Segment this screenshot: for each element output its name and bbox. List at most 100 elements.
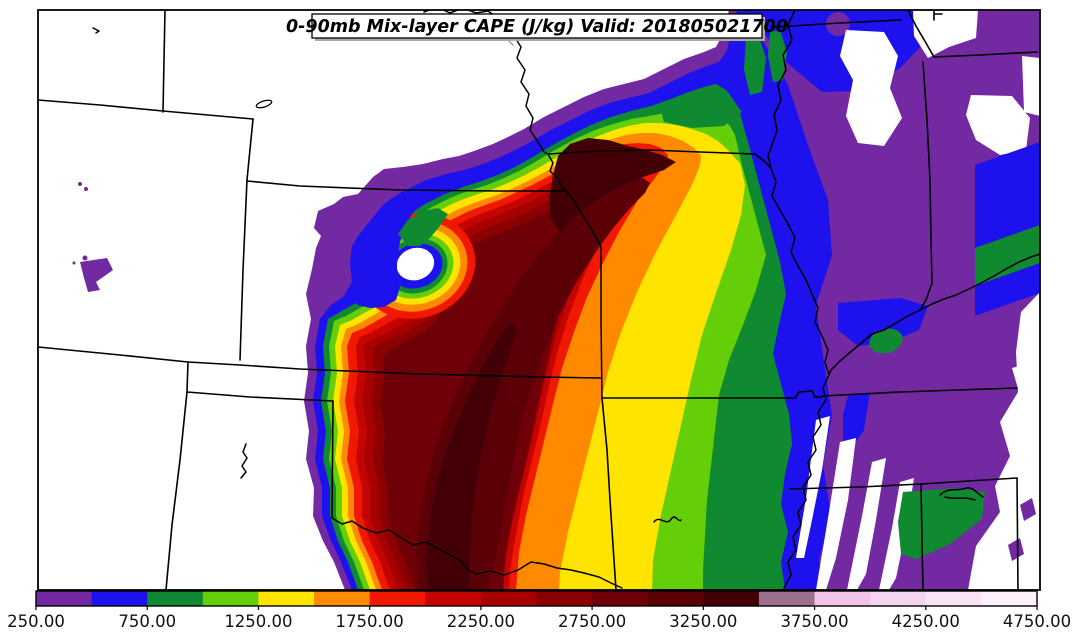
colorbar-segment	[703, 591, 760, 606]
colorbar-tick-label: 4750.00	[1003, 612, 1071, 631]
colorbar-segment	[870, 591, 927, 606]
title-box-frame	[311, 13, 763, 39]
state-line	[38, 346, 602, 379]
state-borders	[38, 10, 1040, 590]
colorbar-segment	[925, 591, 982, 606]
blue-patch	[838, 298, 928, 346]
colorbar-segment	[981, 591, 1038, 606]
purple-speck	[82, 255, 88, 261]
northeast-corner-band	[975, 142, 1040, 248]
colorbar-segment	[91, 591, 148, 606]
state-line	[1016, 477, 1019, 590]
small-lake-squiggle	[653, 516, 682, 523]
colorbar-tick-label: 2750.00	[558, 612, 626, 631]
green-streak	[744, 34, 766, 95]
colorbar-tick-label: 3750.00	[780, 612, 848, 631]
dry-slot-hole	[396, 247, 435, 281]
colorbar-segment	[36, 591, 93, 606]
state-line	[920, 477, 1018, 485]
green-streak	[768, 30, 787, 82]
purple-dash	[1020, 498, 1036, 521]
green-sliver	[750, 404, 766, 472]
state-line	[920, 483, 924, 590]
blue-sliver	[843, 392, 870, 448]
white-finger	[796, 416, 830, 558]
colorbar-tick-label: 1250.00	[224, 612, 292, 631]
hook-green-finger	[398, 208, 448, 246]
contour-band-max	[549, 138, 676, 232]
green-band-south	[898, 488, 985, 559]
tennessee-river-squiggle	[939, 486, 984, 501]
purple-dash	[1008, 538, 1024, 561]
northeast-corner-band	[975, 225, 1040, 286]
title-box: 0-90mb Mix-layer CAPE (J/kg) Valid: 2018…	[286, 13, 788, 41]
state-line	[162, 10, 166, 113]
colorbar-segment	[314, 591, 371, 606]
white-gap-southeast	[975, 360, 1040, 590]
state-line	[601, 390, 823, 399]
lake-michigan-tick	[933, 10, 943, 21]
colorbar-tick-label: 750.00	[118, 612, 176, 631]
colorbar: 250.00 750.00 1250.00 1750.00 2250.00 2750.00…	[7, 590, 1071, 631]
contour-band-max	[426, 322, 517, 590]
purple-speck	[84, 187, 88, 191]
small-mark	[92, 27, 100, 34]
colorbar-segment	[480, 591, 537, 606]
state-line	[919, 61, 933, 311]
white-gap	[840, 30, 902, 146]
state-line	[38, 99, 254, 120]
white-finger	[816, 438, 856, 590]
green-streak	[660, 96, 742, 128]
colorbar-tick-label: 2250.00	[447, 612, 515, 631]
small-lake	[255, 99, 273, 109]
white-finger	[847, 458, 886, 590]
colorbar-segment	[258, 591, 315, 606]
small-river	[240, 443, 248, 479]
northeast-corner-band	[975, 263, 1040, 316]
colorbar-tick-label: 3250.00	[669, 612, 737, 631]
state-line	[933, 51, 1038, 58]
colorbar-segment	[647, 591, 704, 606]
mississippi-river	[767, 10, 830, 589]
state-line	[246, 180, 566, 192]
state-line	[186, 391, 334, 402]
state-line	[821, 387, 1018, 397]
state-line	[774, 19, 902, 28]
state-line	[789, 483, 922, 490]
colorbar-segment	[202, 591, 259, 606]
colorbar-frame	[35, 590, 1038, 607]
colorbar-segment	[536, 591, 593, 606]
purple-speck	[78, 182, 82, 186]
state-line	[331, 400, 334, 519]
purple-patch	[826, 12, 850, 36]
green-patch	[869, 328, 903, 354]
colorbar-tick-label: 1750.00	[336, 612, 404, 631]
purple-island	[80, 258, 113, 292]
colorbar-segment	[814, 591, 871, 606]
purple-speck	[72, 261, 76, 265]
red-river	[331, 517, 623, 589]
ohio-river	[828, 309, 921, 376]
white-gap	[1022, 56, 1040, 116]
lake-michigan-shore	[907, 10, 935, 58]
map-frame	[37, 9, 1041, 591]
colorbar-segment	[425, 591, 482, 606]
colorbar-segment	[592, 591, 649, 606]
colorbar-tick-label: 4250.00	[892, 612, 960, 631]
white-gap	[913, 10, 978, 58]
figure-title: 0-90mb Mix-layer CAPE (J/kg) Valid: 2018…	[286, 17, 788, 37]
colorbar-tick-label: 250.00	[7, 612, 65, 631]
white-gap	[966, 95, 1030, 155]
colorbar-segment	[147, 591, 204, 606]
state-line	[165, 361, 189, 590]
missouri-river	[513, 35, 603, 399]
ohio-river	[919, 253, 1040, 311]
state-line	[601, 397, 617, 590]
state-line	[547, 149, 772, 169]
colorbar-segment	[758, 591, 816, 606]
contour-field	[72, 10, 1040, 590]
state-line	[239, 118, 254, 361]
northwest-blue-lobe	[352, 211, 412, 308]
